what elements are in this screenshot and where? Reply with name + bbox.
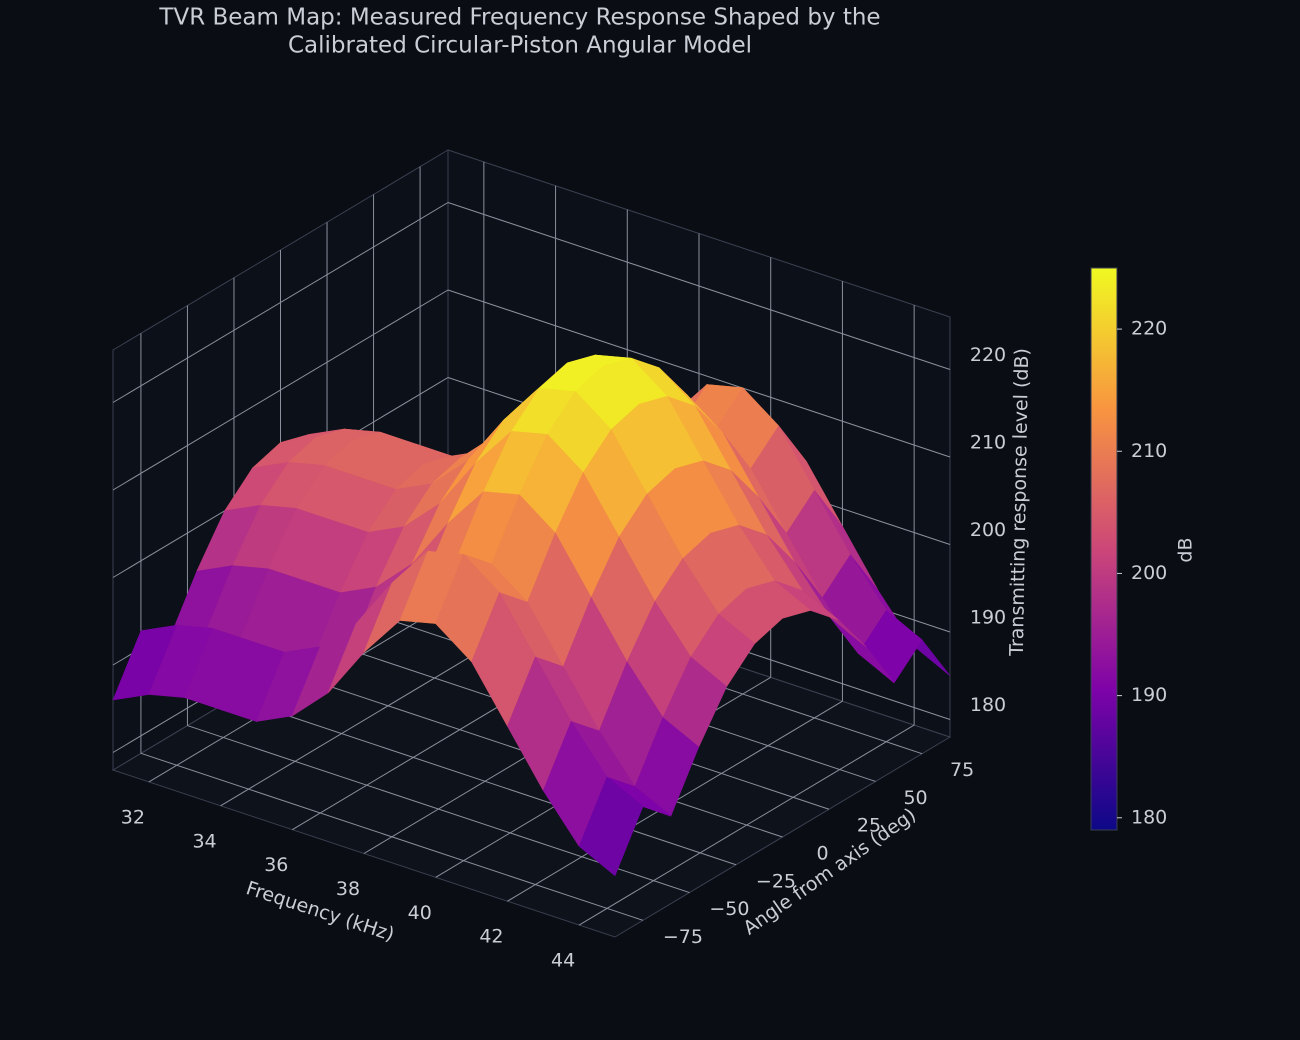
colorbar-tick-label: 190: [1131, 684, 1167, 706]
x-tick-label: 36: [264, 854, 288, 876]
x-tick-label: 44: [551, 950, 575, 972]
x-tick-label: 32: [121, 806, 145, 828]
grid-line: [447, 202, 951, 370]
y-tick-label: 50: [903, 787, 927, 809]
grid-line: [140, 752, 644, 921]
colorbar-tick-label: 200: [1131, 562, 1167, 584]
x-tick-label: 38: [336, 878, 360, 900]
y-tick-label: −50: [709, 898, 749, 920]
z-tick-label: 210: [970, 432, 1006, 454]
y-tick-label: 25: [857, 815, 881, 837]
z-tick-label: 200: [970, 519, 1006, 541]
x-tick-label: 40: [408, 902, 432, 924]
z-tick-label: 180: [970, 694, 1006, 716]
colorbar: [1090, 267, 1118, 831]
colorbar-label: dB: [1175, 537, 1197, 562]
x-tick-label: 34: [192, 830, 216, 852]
chart-title: Calibrated Circular-Piston Angular Model: [288, 33, 752, 59]
y-tick-label: −75: [663, 926, 703, 948]
chart-title: TVR Beam Map: Measured Frequency Respons…: [158, 5, 880, 31]
colorbar-tick-label: 180: [1131, 806, 1167, 828]
y-tick-label: 0: [816, 843, 828, 865]
x-tick-label: 42: [479, 926, 503, 948]
y-tick-label: −25: [756, 870, 796, 892]
colorbar-tick-label: 220: [1131, 318, 1167, 340]
grid-line: [112, 289, 449, 491]
grid-line: [447, 289, 951, 458]
z-axis-label: Transmitting response level (dB): [1006, 348, 1033, 657]
z-tick-label: 190: [970, 607, 1006, 629]
y-tick-label: 75: [950, 759, 974, 781]
z-tick-label: 220: [970, 344, 1006, 366]
surface-patch: [578, 776, 644, 877]
grid-line: [233, 697, 737, 866]
grid-line: [112, 202, 449, 403]
colorbar-tick-label: 210: [1131, 440, 1167, 462]
